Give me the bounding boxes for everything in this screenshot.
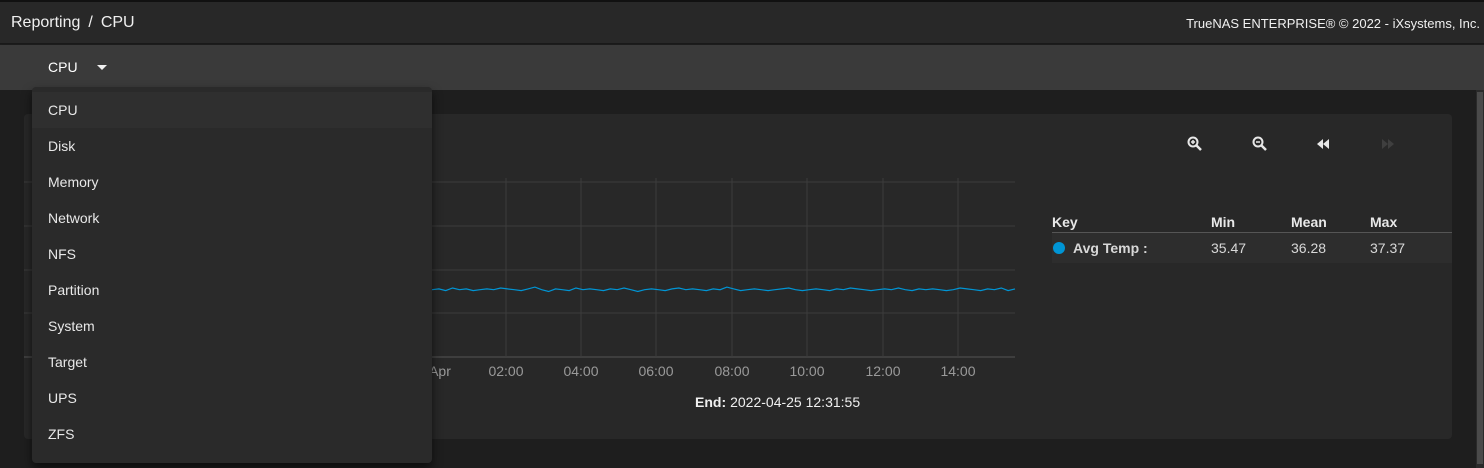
x-tick-label: 10:00 [789, 363, 824, 379]
chart-series-lines [431, 286, 1016, 293]
x-tick-label: 12:00 [865, 363, 900, 379]
legend-header-mean: Mean [1291, 214, 1327, 230]
step-backward-button[interactable] [1311, 134, 1335, 154]
zoom-in-button[interactable] [1183, 134, 1207, 154]
scrollbar-thumb[interactable] [1477, 92, 1483, 464]
legend-header-max: Max [1370, 214, 1398, 230]
zoom-in-icon [1187, 136, 1202, 151]
legend-header-min: Min [1211, 214, 1236, 230]
end-time-value: 2022-04-25 12:31:55 [730, 394, 861, 410]
legend-min-value: 35.47 [1211, 240, 1247, 256]
series-line-avg-temp [431, 286, 1016, 293]
x-tick-label: Apr [429, 363, 451, 379]
dropdown-option-memory[interactable]: Memory [48, 174, 99, 190]
breadcrumb-reporting[interactable]: Reporting [11, 14, 81, 31]
dropdown-option-target[interactable]: Target [48, 354, 87, 370]
top-bar: Reporting / CPU TrueNAS ENTERPRISE® © 2022… [0, 0, 1484, 44]
zoom-out-button[interactable] [1248, 134, 1272, 154]
x-tick-label: 06:00 [638, 363, 673, 379]
end-time: End: 2022-04-25 12:31:55 [695, 394, 860, 410]
dropdown-option-network[interactable]: Network [48, 210, 100, 226]
legend-mean-value: 36.28 [1291, 240, 1327, 256]
end-time-label: End: [695, 394, 727, 410]
page-scrollbar[interactable] [1476, 90, 1484, 468]
legend-header: Key Min Mean Max [1052, 212, 1452, 233]
breadcrumb-current: CPU [100, 14, 135, 31]
x-tick-label: 08:00 [714, 363, 749, 379]
legend-series-name: Avg Temp : [1073, 240, 1148, 256]
report-subbar: CPU [0, 45, 1484, 90]
chart-legend: Key Min Mean Max Avg Temp : 35.47 36.28 … [1052, 212, 1452, 263]
report-type-select[interactable]: CPU [48, 59, 78, 75]
legend-header-key: Key [1052, 214, 1078, 230]
dropdown-option-disk[interactable]: Disk [48, 138, 76, 154]
dropdown-option-zfs[interactable]: ZFS [48, 426, 75, 442]
step-backward-icon [1317, 139, 1329, 149]
report-type-dropdown: CPU Disk Memory Network NFS Partition System Ta… [32, 87, 432, 463]
legend-max-value: 37.37 [1370, 240, 1406, 256]
copyright-text: TrueNAS ENTERPRISE® © 2022 - iXsystems, … [1186, 16, 1480, 31]
legend-row: Avg Temp : 35.47 36.28 37.37 [1052, 233, 1452, 263]
breadcrumb-separator: / [88, 14, 93, 31]
chevron-down-icon[interactable] [97, 65, 107, 70]
step-forward-button[interactable] [1376, 134, 1400, 154]
dropdown-option-ups[interactable]: UPS [48, 390, 77, 406]
legend-color-dot [1053, 242, 1065, 254]
dropdown-option-nfs[interactable]: NFS [48, 246, 76, 262]
dropdown-option-partition[interactable]: Partition [48, 282, 100, 298]
dropdown-option-cpu[interactable]: CPU [32, 92, 432, 128]
zoom-out-icon [1252, 136, 1267, 151]
chart-x-ticks: Apr 02:00 04:00 06:00 08:00 10:00 12:00 14:00 [429, 363, 976, 379]
x-tick-label: 04:00 [563, 363, 598, 379]
dropdown-option-system[interactable]: System [48, 318, 95, 334]
x-tick-label: 02:00 [488, 363, 523, 379]
x-tick-label: 14:00 [940, 363, 975, 379]
step-forward-icon [1382, 139, 1394, 149]
breadcrumb: Reporting / CPU [11, 14, 135, 32]
